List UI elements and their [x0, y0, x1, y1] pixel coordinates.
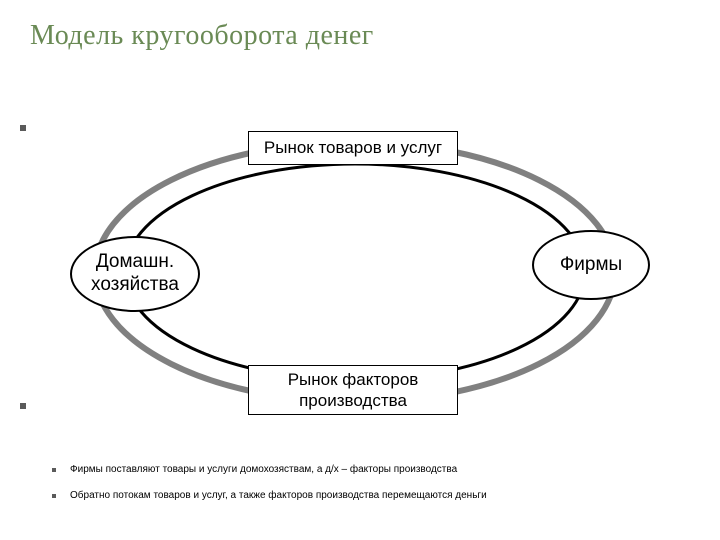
node-label: Домашн. хозяйства — [78, 251, 192, 297]
footnote-1: Фирмы поставляют товары и услуги домохоз… — [70, 464, 457, 475]
node-firms: Фирмы — [532, 230, 650, 300]
node-label: Рынок факторов производства — [259, 369, 447, 412]
node-households: Домашн. хозяйства — [70, 236, 200, 312]
node-label: Фирмы — [560, 254, 622, 277]
node-goods-market: Рынок товаров и услуг — [248, 131, 458, 165]
bullet-icon — [52, 468, 56, 472]
footnote-2: Обратно потокам товаров и услуг, а также… — [70, 490, 487, 501]
node-label: Рынок товаров и услуг — [264, 137, 442, 158]
bullet-icon — [52, 494, 56, 498]
node-factors-market: Рынок факторов производства — [248, 365, 458, 415]
